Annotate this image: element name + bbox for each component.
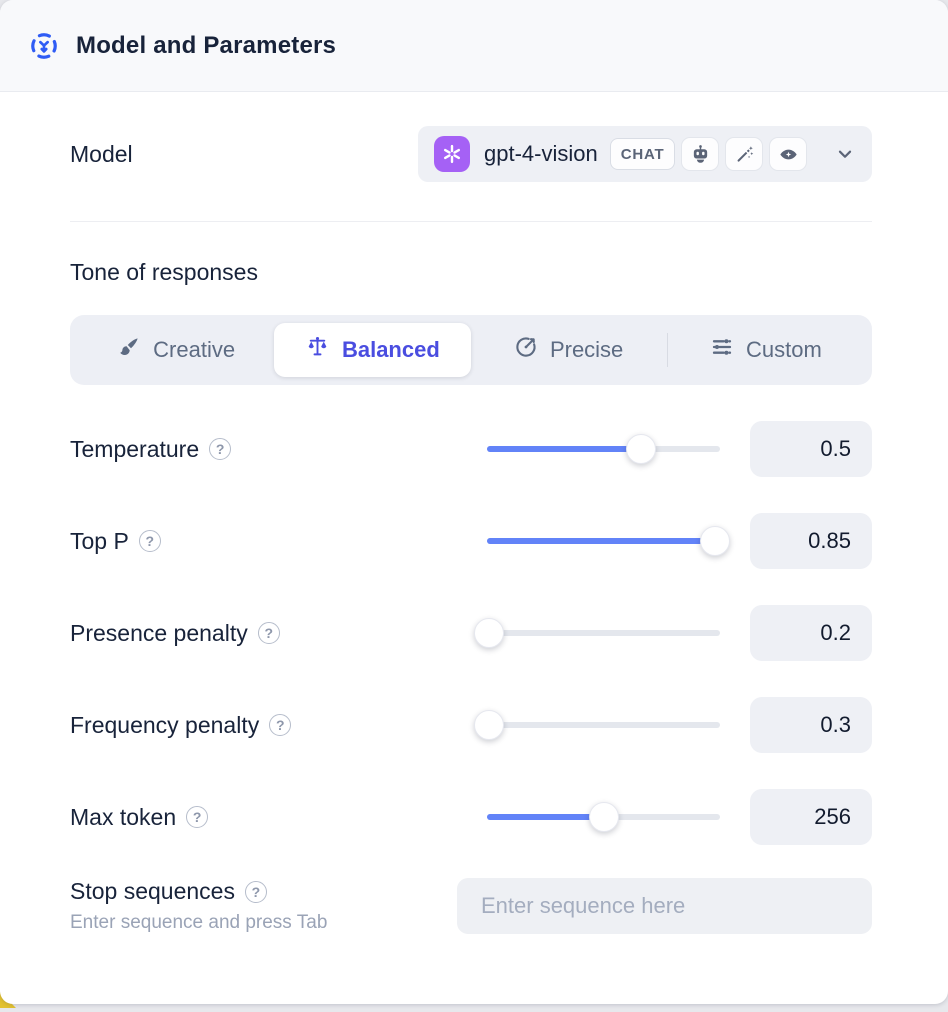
section-divider — [70, 221, 872, 222]
tone-tab-label: Balanced — [341, 337, 440, 362]
tone-tab-custom[interactable]: Custom — [668, 323, 864, 377]
help-icon[interactable]: ? — [138, 530, 161, 552]
frequency-penalty-value[interactable]: 0.3 — [750, 697, 872, 753]
chevron-down-icon — [834, 143, 856, 165]
parameter-row-temperature: Temperature ? 0.5 — [70, 421, 872, 477]
tone-segmented-control: Creative Balanced — [70, 315, 872, 385]
openai-logo — [434, 136, 470, 172]
tone-tab-creative[interactable]: Creative — [78, 323, 274, 377]
tone-tab-label: Precise — [549, 337, 624, 362]
parameter-label: Presence penalty — [70, 619, 248, 646]
parameter-row-frequency-penalty: Frequency penalty ? 0.3 — [70, 697, 872, 753]
top-p-value[interactable]: 0.85 — [750, 513, 872, 569]
slider-thumb[interactable] — [700, 526, 731, 556]
parameter-label: Max token — [70, 803, 177, 830]
slider-thumb[interactable] — [625, 434, 656, 464]
parameter-row-top-p: Top P ? 0.85 — [70, 513, 872, 569]
sliders-icon — [710, 335, 734, 365]
tone-tab-label: Custom — [745, 337, 822, 362]
balance-scale-icon — [305, 335, 330, 366]
help-icon[interactable]: ? — [186, 806, 209, 828]
temperature-value[interactable]: 0.5 — [750, 421, 872, 477]
temperature-slider[interactable] — [487, 434, 720, 464]
magic-wand-icon — [725, 137, 764, 171]
paintbrush-icon — [117, 335, 141, 365]
slider-thumb[interactable] — [588, 802, 619, 832]
presence-penalty-slider[interactable] — [474, 618, 720, 648]
parameter-label: Frequency penalty — [70, 711, 260, 738]
stop-sequences-label: Stop sequences — [70, 878, 235, 904]
max-token-value[interactable]: 256 — [750, 789, 872, 845]
target-arrow-icon — [514, 335, 538, 365]
help-icon[interactable]: ? — [269, 714, 292, 736]
model-row: Model gpt-4-vision CH — [70, 126, 872, 182]
tone-tab-label: Creative — [153, 337, 236, 362]
frequency-penalty-slider[interactable] — [474, 710, 720, 740]
parameter-label: Top P — [70, 527, 129, 554]
max-token-slider[interactable] — [487, 802, 720, 832]
tone-tab-balanced[interactable]: Balanced — [274, 323, 471, 377]
slider-thumb[interactable] — [474, 710, 505, 740]
panel-title: Model and Parameters — [76, 31, 337, 59]
parameter-row-max-token: Max token ? 256 — [70, 789, 872, 845]
model-label: Model — [70, 140, 133, 167]
help-icon[interactable]: ? — [257, 622, 280, 644]
model-type-badge: CHAT — [609, 138, 676, 170]
robot-icon — [681, 137, 720, 171]
slider-thumb[interactable] — [474, 618, 505, 648]
vision-eye-icon — [769, 137, 808, 171]
presence-penalty-value[interactable]: 0.2 — [750, 605, 872, 661]
parameter-label: Temperature — [70, 435, 200, 462]
help-icon[interactable]: ? — [209, 438, 232, 460]
segment-divider — [666, 333, 668, 367]
selected-model-name: gpt-4-vision — [484, 141, 598, 166]
help-icon[interactable]: ? — [244, 880, 267, 903]
stop-sequence-input[interactable] — [457, 878, 872, 934]
top-p-slider[interactable] — [487, 526, 731, 556]
tone-tab-precise[interactable]: Precise — [471, 323, 667, 377]
stop-sequences-row: Stop sequences ? Enter sequence and pres… — [70, 878, 872, 934]
stop-sequences-hint: Enter sequence and press Tab — [70, 912, 328, 933]
parameter-row-presence-penalty: Presence penalty ? 0.2 — [70, 605, 872, 661]
tone-heading: Tone of responses — [70, 259, 258, 285]
model-select-dropdown[interactable]: gpt-4-vision CHAT — [418, 126, 872, 182]
model-parameters-icon — [28, 30, 60, 62]
panel-header: Model and Parameters — [0, 0, 948, 92]
